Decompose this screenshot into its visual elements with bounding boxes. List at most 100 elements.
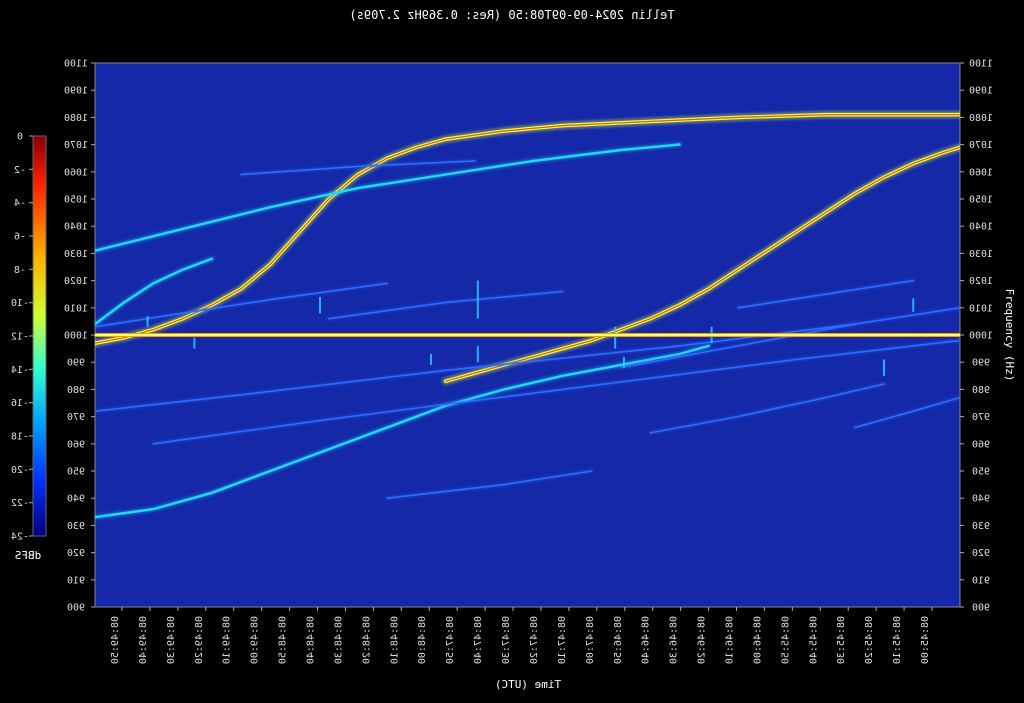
x-tick-label: 08:49:40: [138, 616, 149, 664]
x-tick-label: 08:45:00: [920, 616, 931, 664]
x-tick-label: 08:48:00: [417, 616, 428, 664]
y-tick-label-left: 970: [67, 412, 85, 423]
y-tick-label-left: 1100: [64, 59, 88, 70]
trace-5: [95, 282, 388, 328]
x-tick-label: 08:49:30: [166, 616, 177, 664]
x-tick-label: 08:48:10: [389, 616, 400, 664]
colorbar-tick-label: -10: [11, 298, 29, 309]
x-tick-label: 08:45:30: [836, 616, 847, 664]
trace-core-1: [445, 146, 960, 382]
x-tick-label: 08:46:20: [697, 616, 708, 664]
colorbar-tick-label: -20: [11, 465, 29, 476]
colorbar-tick-label: 0: [17, 132, 23, 143]
x-tick-label: 08:45:10: [892, 616, 903, 664]
y-tick-label-right: 940: [972, 494, 990, 505]
y-tick-label-left: 1010: [64, 303, 88, 314]
y-tick-label-left: 900: [67, 603, 85, 614]
trace-9: [854, 396, 960, 429]
y-tick-label-left: 960: [67, 439, 85, 450]
x-tick-label: 08:47:00: [585, 616, 596, 664]
y-tick-label-right: 1010: [969, 303, 993, 314]
y-tick-label-left: 950: [67, 467, 85, 478]
colorbar-tick-label: -24: [11, 532, 29, 543]
y-tick-label-left: 1040: [64, 222, 88, 233]
colorbar: 0 -2 -4 -6 -8 -10 -12 -14 -16 -18 -20 -22 -24 dBFS: [11, 132, 47, 562]
x-tick-label: 08:46:40: [641, 616, 652, 664]
trace-4: [95, 344, 710, 519]
y-tick-label-right: 1040: [969, 222, 993, 233]
y-tick-label-left: 980: [67, 385, 85, 396]
colorbar-tick-label: -4: [14, 198, 26, 209]
x-tick-label: 08:47:10: [557, 616, 568, 664]
colorbar-tick-label: -18: [11, 432, 29, 443]
trace-11: [620, 323, 856, 369]
colorbar-label: dBFS: [15, 549, 42, 562]
y-tick-label-left: 930: [67, 521, 85, 532]
colorbar-tick-label: -14: [11, 365, 29, 376]
y-tick-label-right: 960: [972, 439, 990, 450]
y-tick-label-right: 930: [972, 521, 990, 532]
colorbar-gradient: [32, 135, 47, 537]
trace-13: [386, 470, 593, 499]
trace-14: [328, 290, 564, 320]
y-tick-label-right: 920: [972, 548, 990, 559]
y-tick-label-right: 1090: [969, 86, 993, 97]
y-tick-label-left: 1080: [64, 113, 88, 124]
x-tick-label: 08:46:10: [724, 616, 735, 664]
x-tick-label: 08:48:20: [361, 616, 372, 664]
y-tick-label-left: 1070: [64, 140, 88, 151]
colorbar-tick-label: -6: [14, 232, 26, 243]
y-axis-label: Frequency (Hz): [1003, 289, 1016, 382]
trace-2: [95, 257, 214, 326]
x-tick-label: 08:48:50: [278, 616, 289, 664]
x-tick-label: 08:45:40: [808, 616, 819, 664]
y-tick-label-right: 1100: [969, 59, 993, 70]
plot-area: [94, 62, 961, 608]
y-tick-label-right: 1020: [969, 276, 993, 287]
y-axis-right: 900 910 920 930 940 950 960 970 980 990 1000 1010 10…: [960, 59, 993, 614]
x-axis-label: Time (UTC): [495, 678, 561, 691]
x-tick-label: 08:48:40: [306, 616, 317, 664]
y-tick-label-right: 980: [972, 385, 990, 396]
y-tick-label-right: 1030: [969, 249, 993, 260]
trace-3: [95, 143, 681, 252]
colorbar-tick-label: -8: [14, 265, 26, 276]
y-tick-label-right: 910: [972, 575, 990, 586]
y-tick-label-right: 1080: [969, 113, 993, 124]
y-tick-label-left: 1020: [64, 276, 88, 287]
trace-6: [95, 307, 960, 412]
x-tick-label: 08:47:50: [445, 616, 456, 664]
y-tick-label-right: 900: [972, 603, 990, 614]
y-tick-label-left: 990: [67, 358, 85, 369]
x-tick-label: 08:49:00: [250, 616, 261, 664]
y-axis-left: 900 910 920 930 940 950 960 970 980 990 1000 1010 10…: [64, 59, 95, 614]
y-tick-label-left: 920: [67, 548, 85, 559]
x-tick-label: 08:45:20: [864, 616, 875, 664]
y-tick-label-left: 1000: [64, 331, 88, 342]
y-tick-label-left: 910: [67, 575, 85, 586]
trace-8: [649, 383, 885, 434]
x-tick-label: 08:47:30: [501, 616, 512, 664]
trace-7: [152, 339, 960, 445]
y-tick-label-right: 1050: [969, 195, 993, 206]
y-tick-label-left: 940: [67, 494, 85, 505]
x-tick-label: 08:49:20: [194, 616, 205, 664]
x-tick-label: 08:49:50: [110, 616, 121, 664]
y-tick-label-right: 970: [972, 412, 990, 423]
trace-10: [240, 160, 476, 176]
x-tick-label: 08:46:30: [669, 616, 680, 664]
x-tick-label: 08:47:40: [473, 616, 484, 664]
x-tick-label: 08:45:50: [780, 616, 791, 664]
x-tick-label: 08:46:50: [613, 616, 624, 664]
colorbar-tick-label: -22: [11, 498, 29, 509]
y-tick-label-left: 1050: [64, 195, 88, 206]
x-tick-label: 08:47:20: [529, 616, 540, 664]
y-tick-label-right: 1060: [969, 167, 993, 178]
y-tick-label-right: 1070: [969, 140, 993, 151]
colorbar-tick-label: -16: [11, 398, 29, 409]
y-tick-label-left: 1060: [64, 167, 88, 178]
y-tick-label-right: 990: [972, 358, 990, 369]
x-tick-label: 08:46:00: [752, 616, 763, 664]
colorbar-tick-label: -2: [14, 165, 26, 176]
